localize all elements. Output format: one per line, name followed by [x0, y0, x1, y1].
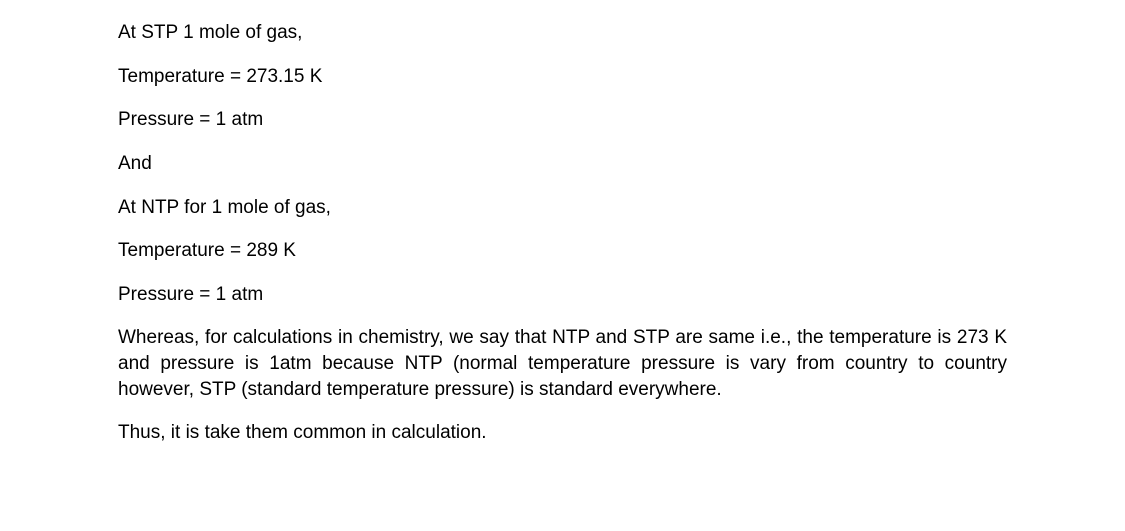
line-stp-temperature: Temperature = 273.15 K [118, 64, 1007, 90]
line-ntp-heading: At NTP for 1 mole of gas, [118, 195, 1007, 221]
document-page: At STP 1 mole of gas, Temperature = 273.… [0, 0, 1125, 531]
line-stp-pressure: Pressure = 1 atm [118, 107, 1007, 133]
line-stp-heading: At STP 1 mole of gas, [118, 20, 1007, 46]
line-ntp-temperature: Temperature = 289 K [118, 238, 1007, 264]
line-ntp-pressure: Pressure = 1 atm [118, 282, 1007, 308]
line-conclusion: Thus, it is take them common in calculat… [118, 420, 1007, 446]
paragraph-explanation: Whereas, for calculations in chemistry, … [118, 325, 1007, 402]
line-and: And [118, 151, 1007, 177]
